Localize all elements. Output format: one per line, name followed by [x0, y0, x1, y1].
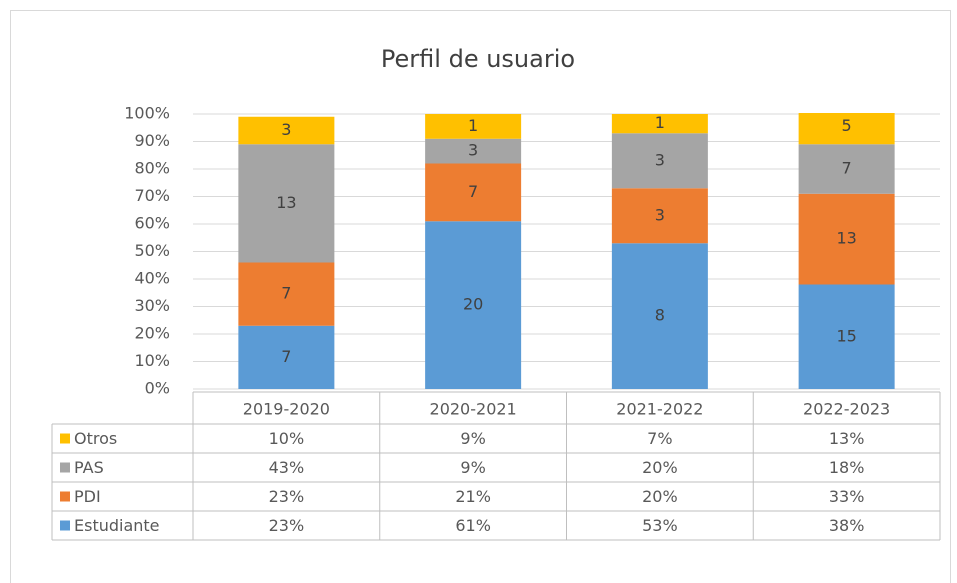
legend-key [60, 433, 70, 444]
chart-title: Perfil de usuario [381, 45, 575, 73]
bar-segment [238, 262, 335, 326]
data-label: 20 [463, 295, 483, 314]
table-cell: 61% [455, 516, 491, 535]
y-tick-label: 40% [134, 269, 170, 288]
data-label: 7 [468, 182, 478, 201]
data-label: 7 [281, 284, 291, 303]
table-cell: 20% [642, 487, 678, 506]
bar-segment [425, 138, 522, 164]
y-tick-label: 10% [134, 351, 170, 370]
table-cell: 53% [642, 516, 678, 535]
table-cell: 33% [829, 487, 865, 506]
x-tick-label: 2022-2023 [803, 400, 890, 419]
y-tick-label: 90% [134, 131, 170, 150]
bar-segment [798, 193, 895, 285]
bar-segment [425, 114, 522, 139]
bar-segment [425, 163, 522, 222]
bar-segment [238, 116, 335, 145]
table-cell: 20% [642, 458, 678, 477]
bar-segment [238, 325, 335, 389]
table-cell: 21% [455, 487, 491, 506]
bar-segment [611, 188, 708, 244]
table-cell: 38% [829, 516, 865, 535]
legend-key [60, 462, 70, 473]
legend-label: Estudiante [74, 516, 160, 535]
y-tick-label: 100% [124, 104, 170, 123]
data-label: 8 [655, 306, 665, 325]
table-cell: 7% [647, 429, 672, 448]
table-cell: 18% [829, 458, 865, 477]
bar-segment [611, 133, 708, 189]
legend-label: PDI [74, 487, 101, 506]
x-tick-label: 2020-2021 [430, 400, 517, 419]
bar-segment [798, 113, 895, 145]
y-tick-label: 20% [134, 324, 170, 343]
data-label: 7 [281, 347, 291, 366]
bar-segment [611, 243, 708, 389]
data-label: 1 [468, 116, 478, 135]
bar-segment [798, 144, 895, 194]
table-cell: 23% [269, 487, 305, 506]
table-cell: 9% [460, 458, 485, 477]
legend-label: PAS [74, 458, 104, 477]
data-label: 13 [836, 229, 856, 248]
legend-key [60, 520, 70, 531]
data-label: 13 [276, 193, 296, 212]
y-tick-label: 80% [134, 159, 170, 178]
x-tick-label: 2021-2022 [616, 400, 703, 419]
data-label: 3 [655, 150, 665, 169]
data-label: 3 [655, 205, 665, 224]
y-tick-label: 0% [145, 379, 170, 398]
bar-segment [425, 221, 522, 389]
y-tick-label: 30% [134, 296, 170, 315]
bar-segment [238, 144, 335, 263]
legend-label: Otros [74, 429, 117, 448]
table-cell: 23% [269, 516, 305, 535]
bar-segment [798, 284, 895, 389]
bar-segment [611, 114, 708, 134]
table-cell: 9% [460, 429, 485, 448]
y-tick-label: 60% [134, 214, 170, 233]
y-tick-label: 70% [134, 186, 170, 205]
data-label: 3 [281, 120, 291, 139]
data-label: 3 [468, 141, 478, 160]
table-cell: 43% [269, 458, 305, 477]
table-cell: 10% [269, 429, 305, 448]
data-label: 15 [836, 326, 856, 345]
data-label: 5 [842, 116, 852, 135]
data-label: 1 [655, 113, 665, 132]
data-label: 7 [842, 159, 852, 178]
y-tick-label: 50% [134, 241, 170, 260]
x-tick-label: 2019-2020 [243, 400, 330, 419]
legend-key [60, 491, 70, 502]
table-cell: 13% [829, 429, 865, 448]
